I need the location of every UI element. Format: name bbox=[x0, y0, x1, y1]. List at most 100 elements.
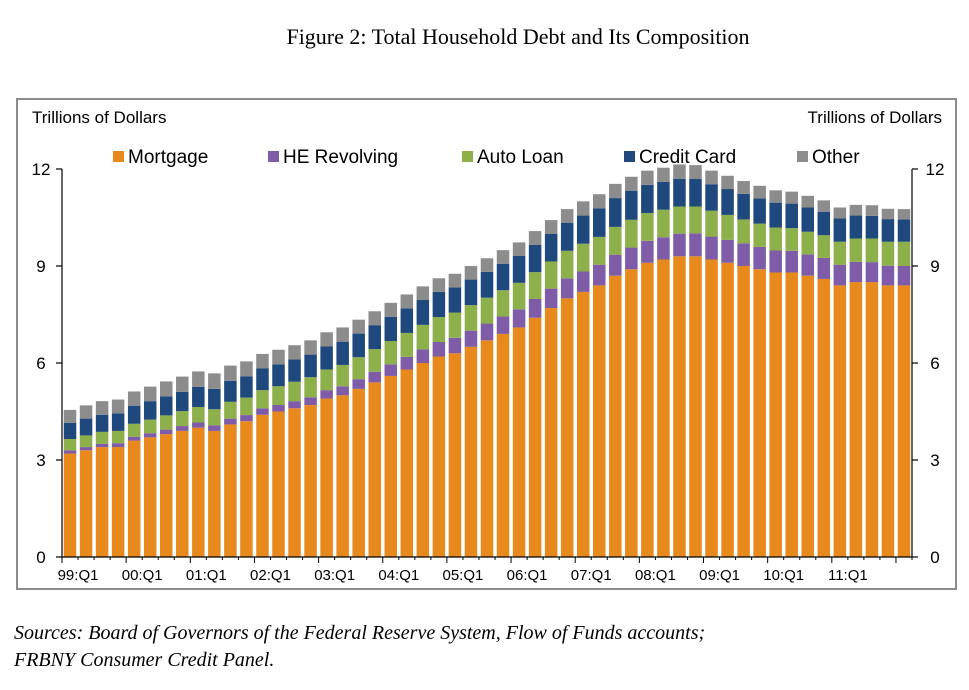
x-tick-label: 03:Q1 bbox=[314, 567, 355, 584]
bar-credit-card-07-q4 bbox=[625, 190, 638, 220]
bar-auto-loan-04-q3 bbox=[416, 324, 430, 350]
bar-he-revolving-09-q1 bbox=[705, 236, 718, 260]
bar-credit-card-00-q1 bbox=[127, 405, 141, 424]
bar-mortgage-07-q3 bbox=[609, 275, 622, 557]
bar-mortgage-05-q3 bbox=[480, 340, 494, 557]
bar-mortgage-12-q1 bbox=[897, 285, 911, 557]
bar-he-revolving-08-q1 bbox=[641, 240, 654, 263]
x-tick-label: 01:Q1 bbox=[186, 567, 227, 584]
bar-credit-card-04-q3 bbox=[416, 299, 430, 325]
y-tick-label-right: 9 bbox=[930, 257, 939, 276]
legend-label: Auto Loan bbox=[477, 147, 564, 168]
bar-mortgage-07-q1 bbox=[576, 291, 590, 557]
x-tick-label: 99:Q1 bbox=[58, 567, 99, 584]
bar-credit-card-99-q1 bbox=[63, 422, 77, 439]
bar-auto-loan-99-q1 bbox=[63, 438, 77, 451]
bar-credit-card-00-q4 bbox=[176, 391, 189, 412]
bar-he-revolving-00-q1 bbox=[127, 436, 141, 441]
bar-credit-card-01-q1 bbox=[192, 386, 205, 407]
bar-credit-card-10-q3 bbox=[801, 207, 815, 232]
bar-credit-card-08-q4 bbox=[689, 179, 702, 207]
bar-auto-loan-04-q1 bbox=[384, 341, 398, 365]
bar-he-revolving-04-q3 bbox=[416, 349, 430, 363]
bar-credit-card-01-q4 bbox=[240, 376, 253, 398]
bar-mortgage-05-q2 bbox=[464, 346, 478, 557]
bar-he-revolving-11-q2 bbox=[849, 261, 863, 283]
bar-mortgage-02-q3 bbox=[288, 408, 301, 557]
bar-other-12-q1 bbox=[897, 209, 911, 220]
bar-auto-loan-11-q4 bbox=[881, 241, 895, 266]
bar-auto-loan-04-q4 bbox=[432, 317, 446, 342]
y-axis-label-right: Trillions of Dollars bbox=[808, 108, 942, 127]
bar-credit-card-05-q4 bbox=[496, 263, 510, 291]
bar-other-04-q4 bbox=[432, 278, 446, 292]
bar-he-revolving-12-q1 bbox=[897, 266, 911, 286]
bar-auto-loan-09-q3 bbox=[737, 219, 750, 244]
bar-auto-loan-03-q4 bbox=[368, 349, 381, 372]
bar-other-03-q2 bbox=[336, 327, 349, 342]
bar-mortgage-06-q2 bbox=[528, 317, 542, 557]
bar-he-revolving-06-q2 bbox=[528, 298, 542, 318]
legend-item-credit-card: Credit Card bbox=[624, 147, 736, 168]
bar-mortgage-07-q4 bbox=[625, 269, 638, 557]
bar-other-07-q1 bbox=[576, 201, 590, 216]
bar-other-04-q2 bbox=[400, 294, 414, 309]
bar-mortgage-04-q2 bbox=[400, 369, 414, 557]
bar-he-revolving-99-q2 bbox=[79, 447, 93, 451]
bar-auto-loan-09-q1 bbox=[705, 210, 718, 237]
bar-auto-loan-09-q2 bbox=[721, 214, 734, 240]
legend-swatch bbox=[624, 151, 635, 162]
bar-he-revolving-06-q1 bbox=[512, 309, 526, 328]
bar-auto-loan-08-q3 bbox=[673, 206, 686, 234]
bar-auto-loan-05-q1 bbox=[448, 312, 462, 338]
bar-mortgage-99-q1 bbox=[63, 453, 77, 557]
bar-credit-card-03-q3 bbox=[352, 333, 365, 358]
bar-mortgage-99-q4 bbox=[111, 447, 125, 557]
bar-mortgage-10-q2 bbox=[785, 272, 798, 557]
bar-credit-card-02-q3 bbox=[288, 359, 301, 382]
bar-credit-card-03-q1 bbox=[320, 346, 333, 370]
bar-he-revolving-02-q3 bbox=[288, 401, 301, 409]
bar-he-revolving-05-q4 bbox=[496, 316, 510, 334]
bar-credit-card-04-q2 bbox=[400, 308, 414, 333]
bar-mortgage-04-q4 bbox=[432, 356, 446, 557]
bar-other-99-q4 bbox=[111, 399, 125, 414]
bar-auto-loan-05-q3 bbox=[480, 297, 494, 324]
bar-mortgage-08-q4 bbox=[689, 256, 702, 557]
legend-label: HE Revolving bbox=[283, 147, 398, 168]
bar-other-01-q2 bbox=[208, 373, 221, 389]
bar-auto-loan-04-q2 bbox=[400, 332, 414, 357]
bar-credit-card-08-q1 bbox=[641, 184, 654, 213]
bar-mortgage-00-q4 bbox=[176, 430, 189, 557]
bar-other-99-q2 bbox=[79, 405, 93, 419]
bar-credit-card-03-q4 bbox=[368, 325, 381, 350]
y-tick-label-right: 6 bbox=[930, 354, 939, 373]
bar-other-10-q3 bbox=[801, 195, 815, 208]
bar-auto-loan-02-q4 bbox=[304, 377, 317, 398]
bar-mortgage-11-q1 bbox=[833, 285, 847, 557]
legend-label: Credit Card bbox=[639, 147, 736, 168]
bar-auto-loan-11-q3 bbox=[865, 238, 879, 263]
bar-credit-card-00-q2 bbox=[143, 401, 157, 420]
bar-mortgage-09-q1 bbox=[705, 259, 718, 557]
y-tick-label-left: 6 bbox=[36, 354, 45, 373]
bar-other-09-q4 bbox=[753, 185, 766, 199]
bar-mortgage-99-q3 bbox=[95, 447, 109, 557]
y-tick-label-right: 12 bbox=[926, 160, 945, 179]
bar-credit-card-09-q2 bbox=[721, 189, 734, 215]
bar-he-revolving-09-q4 bbox=[753, 246, 766, 270]
bar-auto-loan-99-q2 bbox=[79, 435, 93, 448]
bar-mortgage-05-q4 bbox=[496, 333, 510, 557]
bar-he-revolving-99-q4 bbox=[111, 443, 125, 448]
bar-other-06-q4 bbox=[560, 209, 574, 223]
bar-auto-loan-10-q2 bbox=[785, 228, 798, 251]
bar-auto-loan-06-q2 bbox=[528, 272, 542, 299]
bar-other-11-q3 bbox=[865, 205, 879, 216]
bar-other-10-q4 bbox=[817, 200, 831, 212]
bar-other-00-q3 bbox=[159, 381, 173, 397]
bar-other-01-q1 bbox=[192, 371, 205, 387]
bar-mortgage-11-q3 bbox=[865, 282, 879, 557]
bar-credit-card-11-q4 bbox=[881, 219, 895, 242]
bar-mortgage-06-q3 bbox=[544, 308, 558, 557]
